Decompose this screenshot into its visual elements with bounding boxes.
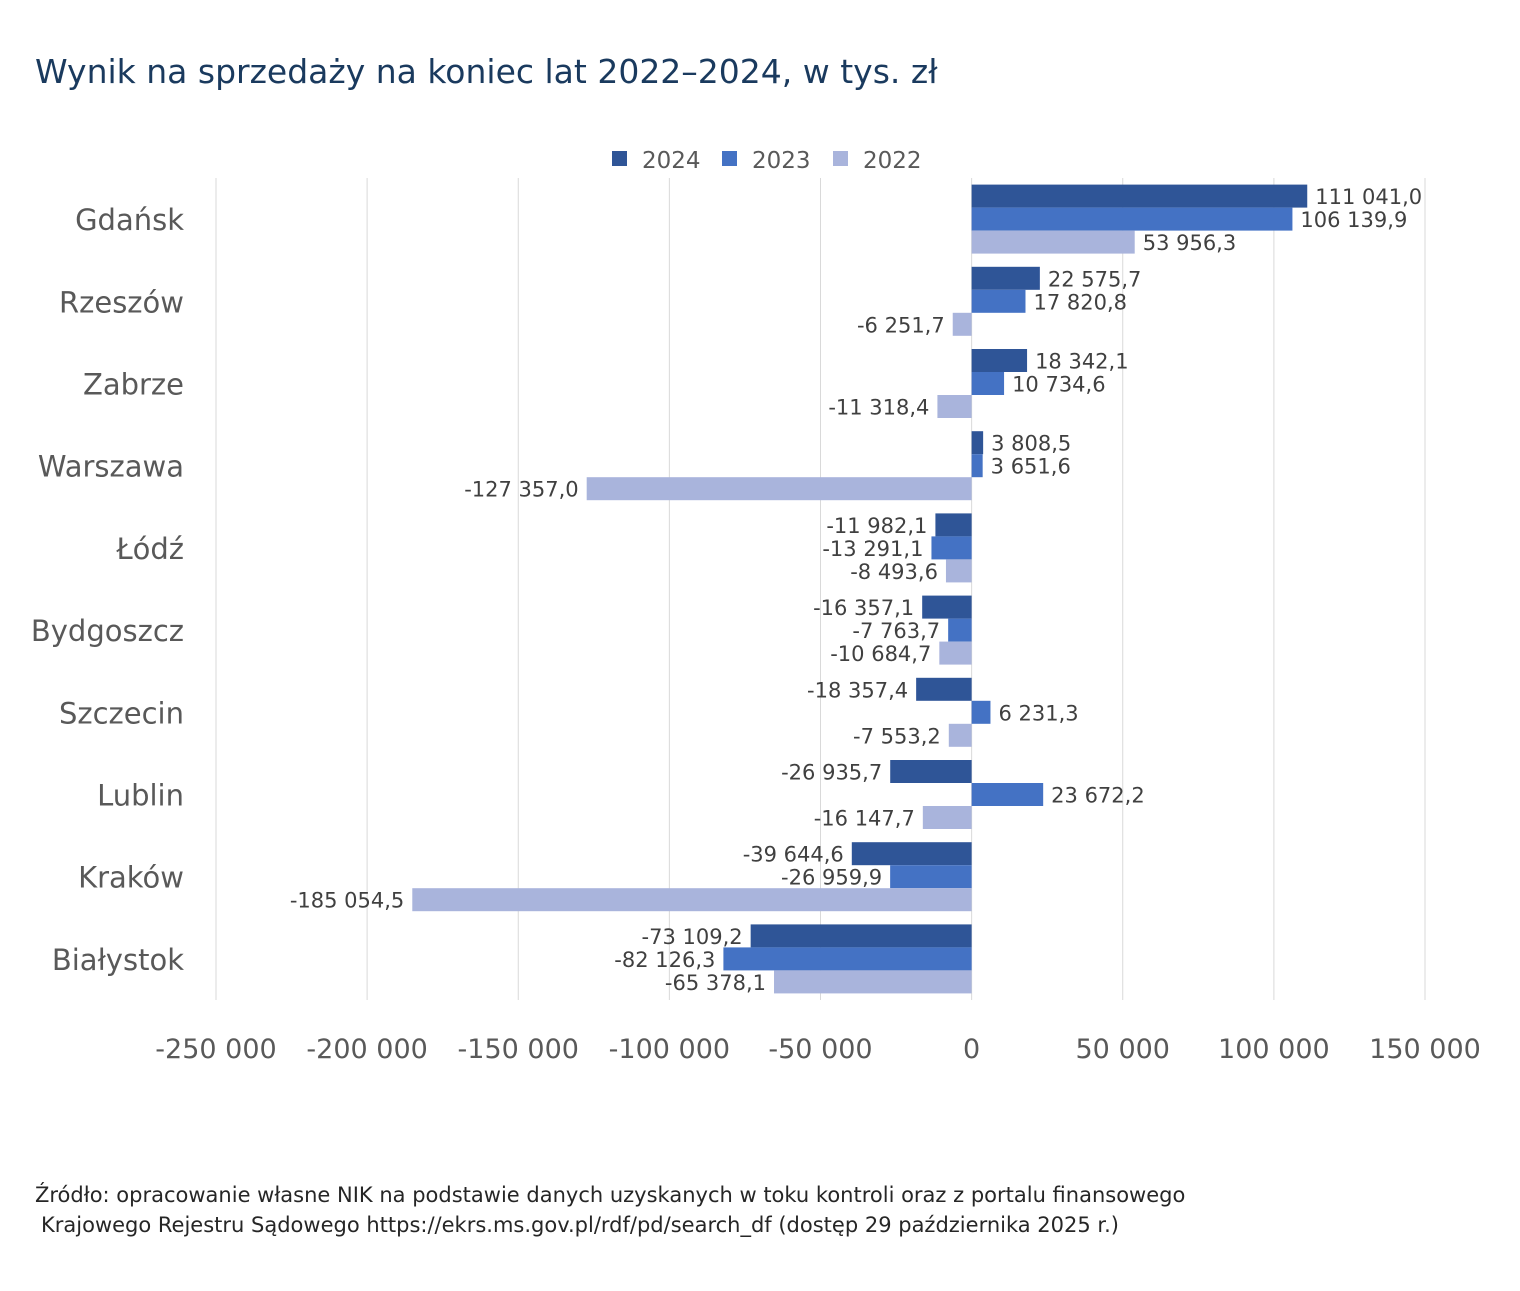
category-label-lodz: Łódź <box>115 532 184 566</box>
data-label-lublin-2024: -26 935,7 <box>781 761 882 785</box>
category-label-bydgoszcz: Bydgoszcz <box>31 614 184 648</box>
x-tick-label: 50 000 <box>1076 1034 1170 1065</box>
bar-bydgoszcz-2024 <box>922 595 972 619</box>
data-label-gdansk-2024: 111 041,0 <box>1315 185 1422 209</box>
data-label-bialystok-2023: -82 126,3 <box>614 948 715 972</box>
data-label-bydgoszcz-2024: -16 357,1 <box>813 596 914 620</box>
data-label-lodz-2023: -13 291,1 <box>822 537 923 561</box>
category-label-warszawa: Warszawa <box>38 450 184 484</box>
bar-lublin-2023 <box>971 783 1044 806</box>
data-label-warszawa-2023: 3 651,6 <box>991 455 1071 479</box>
x-tick-label: -150 000 <box>458 1034 579 1065</box>
bar-chart: 2024 2023 2022 Gdańsk Rzeszów Zabrze Warszawa… <box>31 148 1481 1065</box>
data-label-gdansk-2023: 106 139,9 <box>1300 208 1407 232</box>
bar-bialystok-2022 <box>774 970 972 994</box>
legend-swatch-2022 <box>833 151 848 166</box>
bar-lodz-2022 <box>945 559 972 583</box>
data-label-rzeszow-2022: -6 251,7 <box>857 313 945 337</box>
bar-krakow-2023 <box>890 865 972 889</box>
category-label-krakow: Kraków <box>78 861 184 895</box>
bar-lublin-2024 <box>890 760 972 783</box>
data-label-bialystok-2022: -65 378,1 <box>665 971 766 995</box>
bar-zabrze-2024 <box>971 349 1028 372</box>
bar-rzeszow-2024 <box>971 266 1040 290</box>
bar-gdansk-2022 <box>971 230 1135 254</box>
bar-gdansk-2024 <box>971 184 1308 208</box>
data-label-zabrze-2022: -11 318,4 <box>828 396 929 420</box>
category-labels: Gdańsk Rzeszów Zabrze Warszawa Łódź Bydgoszcz… <box>31 203 184 977</box>
data-label-warszawa-2024: 3 808,5 <box>991 432 1071 456</box>
source-note: Źródło: opracowanie własne NIK na podsta… <box>35 1180 1185 1240</box>
x-tick-label: 0 <box>963 1034 980 1065</box>
x-tick-label: -250 000 <box>155 1034 276 1065</box>
data-label-szczecin-2023: 6 231,3 <box>998 701 1078 725</box>
data-label-zabrze-2024: 18 342,1 <box>1035 350 1129 374</box>
category-label-szczecin: Szczecin <box>59 696 184 730</box>
bar-bydgoszcz-2023 <box>948 618 972 642</box>
bar-warszawa-2023 <box>971 454 983 478</box>
data-label-krakow-2022: -185 054,5 <box>290 889 404 913</box>
data-label-warszawa-2022: -127 357,0 <box>464 478 578 502</box>
bar-rzeszow-2023 <box>971 289 1026 313</box>
data-label-bialystok-2024: -73 109,2 <box>642 925 743 949</box>
bar-warszawa-2022 <box>586 477 972 501</box>
category-label-zabrze: Zabrze <box>83 368 184 402</box>
x-axis-ticks: -250 000 -200 000 -150 000 -100 000 -50 000 0… <box>155 1034 1481 1065</box>
data-label-szczecin-2024: -18 357,4 <box>807 678 908 702</box>
bar-zabrze-2022 <box>937 395 972 418</box>
legend-swatch-2023 <box>722 151 737 166</box>
bar-bialystok-2024 <box>750 924 972 948</box>
bar-szczecin-2023 <box>971 700 991 724</box>
legend-label-2024: 2024 <box>642 148 701 174</box>
category-label-rzeszow: Rzeszów <box>59 285 184 319</box>
bar-krakow-2022 <box>412 888 972 912</box>
bar-rzeszow-2022 <box>952 312 972 336</box>
category-label-bialystok: Białystok <box>52 943 184 977</box>
bar-lodz-2024 <box>935 513 972 537</box>
category-label-gdansk: Gdańsk <box>75 203 184 237</box>
bar-bydgoszcz-2022 <box>939 641 972 665</box>
bar-lublin-2022 <box>922 806 972 829</box>
legend-label-2023: 2023 <box>752 148 811 174</box>
bar-gdansk-2023 <box>971 207 1293 231</box>
data-label-bydgoszcz-2023: -7 763,7 <box>852 619 940 643</box>
data-label-krakow-2024: -39 644,6 <box>743 843 844 867</box>
x-tick-label: -100 000 <box>609 1034 730 1065</box>
data-label-szczecin-2022: -7 553,2 <box>853 724 941 748</box>
bar-szczecin-2022 <box>948 723 972 747</box>
data-label-lodz-2024: -11 982,1 <box>826 514 927 538</box>
data-label-lublin-2022: -16 147,7 <box>814 807 915 831</box>
data-label-rzeszow-2023: 17 820,8 <box>1033 290 1127 314</box>
data-label-bydgoszcz-2022: -10 684,7 <box>830 642 931 666</box>
data-label-lublin-2023: 23 672,2 <box>1051 784 1145 808</box>
legend: 2024 2023 2022 <box>612 148 922 174</box>
data-label-zabrze-2023: 10 734,6 <box>1012 373 1106 397</box>
source-line-2: Krajowego Rejestru Sądowego https://ekrs… <box>41 1213 1120 1237</box>
gridlines <box>215 178 1426 1000</box>
x-tick-label: -50 000 <box>768 1034 872 1065</box>
chart-title: Wynik na sprzedaży na koniec lat 2022–20… <box>35 52 938 91</box>
data-label-lodz-2022: -8 493,6 <box>850 560 938 584</box>
legend-swatch-2024 <box>612 151 627 166</box>
data-label-rzeszow-2024: 22 575,7 <box>1048 267 1142 291</box>
bar-bialystok-2023 <box>723 947 972 971</box>
data-label-krakow-2023: -26 959,9 <box>781 866 882 890</box>
bar-lodz-2023 <box>931 536 972 560</box>
legend-label-2022: 2022 <box>863 148 922 174</box>
x-tick-label: 150 000 <box>1369 1034 1481 1065</box>
bar-zabrze-2023 <box>971 372 1005 395</box>
category-label-lublin: Lublin <box>97 779 184 813</box>
x-tick-label: -200 000 <box>306 1034 427 1065</box>
bar-krakow-2024 <box>851 842 972 866</box>
data-label-gdansk-2022: 53 956,3 <box>1143 231 1237 255</box>
bar-warszawa-2024 <box>971 431 984 455</box>
x-tick-label: 100 000 <box>1218 1034 1330 1065</box>
bar-szczecin-2024 <box>916 677 972 701</box>
source-line-1: Źródło: opracowanie własne NIK na podsta… <box>35 1183 1186 1207</box>
